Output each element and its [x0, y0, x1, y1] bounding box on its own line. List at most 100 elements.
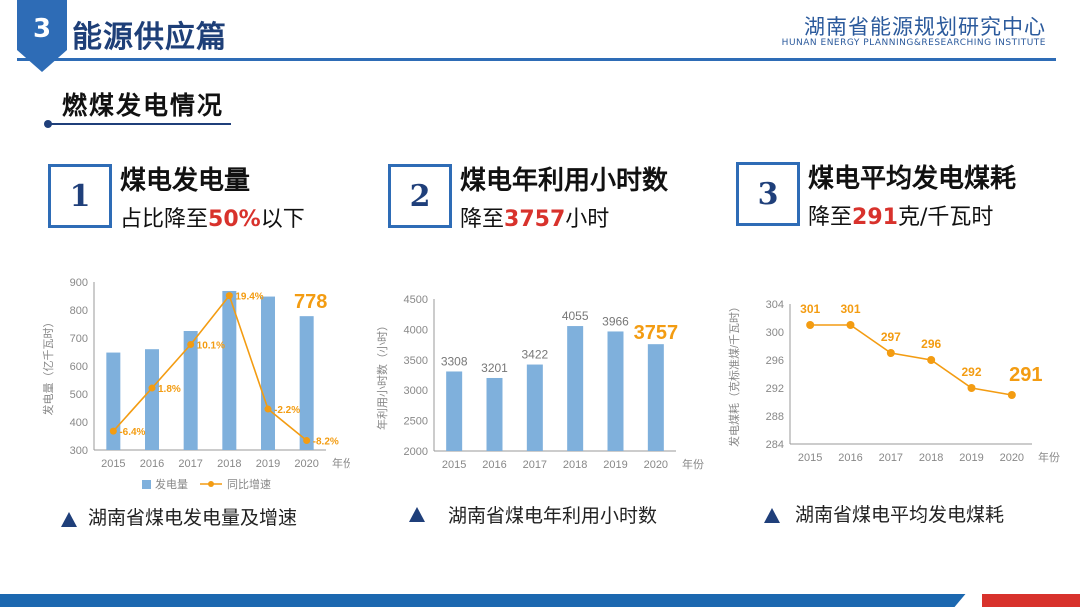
kpi-desc-1: 占比降至50%以下: [120, 201, 305, 233]
series-line: [810, 324, 1012, 396]
growth-point: [225, 292, 233, 300]
bar: [486, 377, 503, 451]
growth-label: 10.1%: [197, 340, 225, 351]
org-name-cn: 湖南省能源规划研究中心: [804, 15, 1046, 39]
y-tick-label: 292: [766, 383, 784, 395]
kpi-desc-suffix: 小时: [565, 207, 610, 232]
kpi-number: 2: [409, 178, 431, 214]
growth-label: -8.2%: [313, 437, 339, 448]
y-axis-label: 发电煤耗（克标准煤/千瓦时）: [727, 301, 741, 447]
legend-label: 发电量: [155, 477, 188, 491]
x-axis-unit: 年份: [332, 456, 350, 470]
x-axis-unit: 年份: [1038, 450, 1060, 464]
org-name-en: HUNAN ENERGY PLANNING&RESEARCHING INSTIT…: [781, 38, 1046, 48]
bar-value-label: 3201: [481, 361, 508, 375]
section-dot: [44, 120, 52, 128]
y-tick-label: 3500: [404, 355, 428, 367]
x-tick-label: 2020: [294, 458, 318, 470]
growth-label: -6.4%: [119, 427, 145, 438]
legend-swatch-bar: [142, 480, 151, 489]
y-axis-label: 发电量（亿千瓦时）: [41, 317, 55, 416]
legend-label: 同比增速: [227, 477, 271, 491]
x-tick-label: 2015: [798, 452, 822, 464]
x-tick-label: 2015: [442, 459, 466, 471]
data-point: [927, 356, 936, 364]
section-heading: 燃煤发电情况: [62, 91, 225, 120]
y-tick-label: 300: [766, 327, 784, 339]
y-tick-label: 4500: [404, 294, 428, 306]
highlight-value: 778: [294, 291, 327, 313]
data-point: [806, 321, 815, 329]
growth-label: 1.8%: [158, 384, 181, 395]
chart-coal-consumption: 284 288 292 296 300 304 2015 2016 2017 2018 2019 20…: [727, 299, 1060, 464]
bar-value-label: 3757: [634, 322, 679, 344]
x-tick-label: 2018: [563, 459, 587, 471]
x-tick-label: 2016: [838, 452, 862, 464]
section-badge: [17, 0, 67, 72]
y-tick-label: 2500: [404, 416, 428, 428]
bar: [446, 371, 463, 451]
y-axis-label: 年利用小时数（小时）: [375, 320, 389, 430]
growth-line: [112, 294, 308, 442]
bar: [261, 296, 275, 450]
kpi-desc-value: 50%: [208, 207, 261, 232]
bar-value-label: 3308: [441, 354, 468, 368]
y-tick-label: 4000: [404, 324, 428, 336]
growth-label: -2.2%: [274, 405, 300, 416]
bar-value-label: 4055: [562, 309, 589, 323]
data-point: [846, 321, 855, 329]
kpi-desc-prefix: 降至: [808, 205, 853, 230]
bar: [222, 290, 237, 450]
growth-point: [303, 437, 311, 445]
kpi-title-2: 煤电年利用小时数: [460, 166, 669, 196]
x-tick-label: 2018: [217, 458, 241, 470]
caption-marker-icon: [61, 512, 77, 527]
bar: [183, 331, 198, 450]
kpi-title-1: 煤电发电量: [120, 166, 251, 196]
footer-bar: [0, 594, 1080, 607]
growth-label: 19.4%: [235, 292, 263, 303]
point-value-label: 301: [840, 302, 860, 316]
section-underline: [48, 123, 231, 125]
y-tick-label: 300: [70, 445, 88, 457]
x-axis-unit: 年份: [682, 457, 704, 471]
x-tick-label: 2017: [178, 458, 202, 470]
kpi-desc-prefix: 降至: [460, 207, 505, 232]
bar: [526, 364, 543, 451]
data-point: [967, 384, 976, 392]
caption-3: 湖南省煤电平均发电煤耗: [795, 504, 1005, 526]
kpi-desc-prefix: 占比降至: [120, 207, 209, 232]
bar: [299, 316, 314, 450]
point-value-label: 296: [921, 337, 941, 351]
x-tick-label: 2016: [140, 458, 164, 470]
kpi-desc-2: 降至3757小时: [460, 201, 609, 233]
data-point: [886, 349, 895, 357]
growth-point: [148, 384, 156, 392]
bar-value-label: 3422: [521, 348, 548, 362]
kpi-desc-value: 3757: [504, 207, 566, 232]
y-tick-label: 800: [70, 305, 88, 317]
caption-2: 湖南省煤电年利用小时数: [448, 505, 658, 527]
kpi-number-box-2: 2: [388, 164, 452, 228]
x-tick-label: 2019: [959, 452, 983, 464]
x-tick-label: 2019: [256, 458, 280, 470]
bar: [647, 344, 664, 451]
bar: [567, 326, 584, 451]
kpi-desc-value: 291: [852, 205, 898, 230]
caption-marker-icon: [764, 508, 780, 523]
y-tick-label: 296: [766, 355, 784, 367]
y-tick-label: 700: [70, 333, 88, 345]
data-point: [1007, 391, 1016, 399]
kpi-number-box-3: 3: [736, 162, 800, 226]
y-tick-label: 600: [70, 361, 88, 373]
growth-point: [264, 405, 272, 413]
y-tick-label: 400: [70, 417, 88, 429]
y-tick-label: 304: [766, 299, 784, 311]
caption-1: 湖南省煤电发电量及增速: [88, 507, 298, 529]
footer-accent: [982, 594, 1080, 607]
y-tick-label: 284: [766, 439, 784, 451]
x-tick-label: 2019: [603, 459, 627, 471]
bar: [145, 349, 159, 450]
point-value-label: 297: [881, 330, 901, 344]
point-value-label: 292: [961, 365, 981, 379]
